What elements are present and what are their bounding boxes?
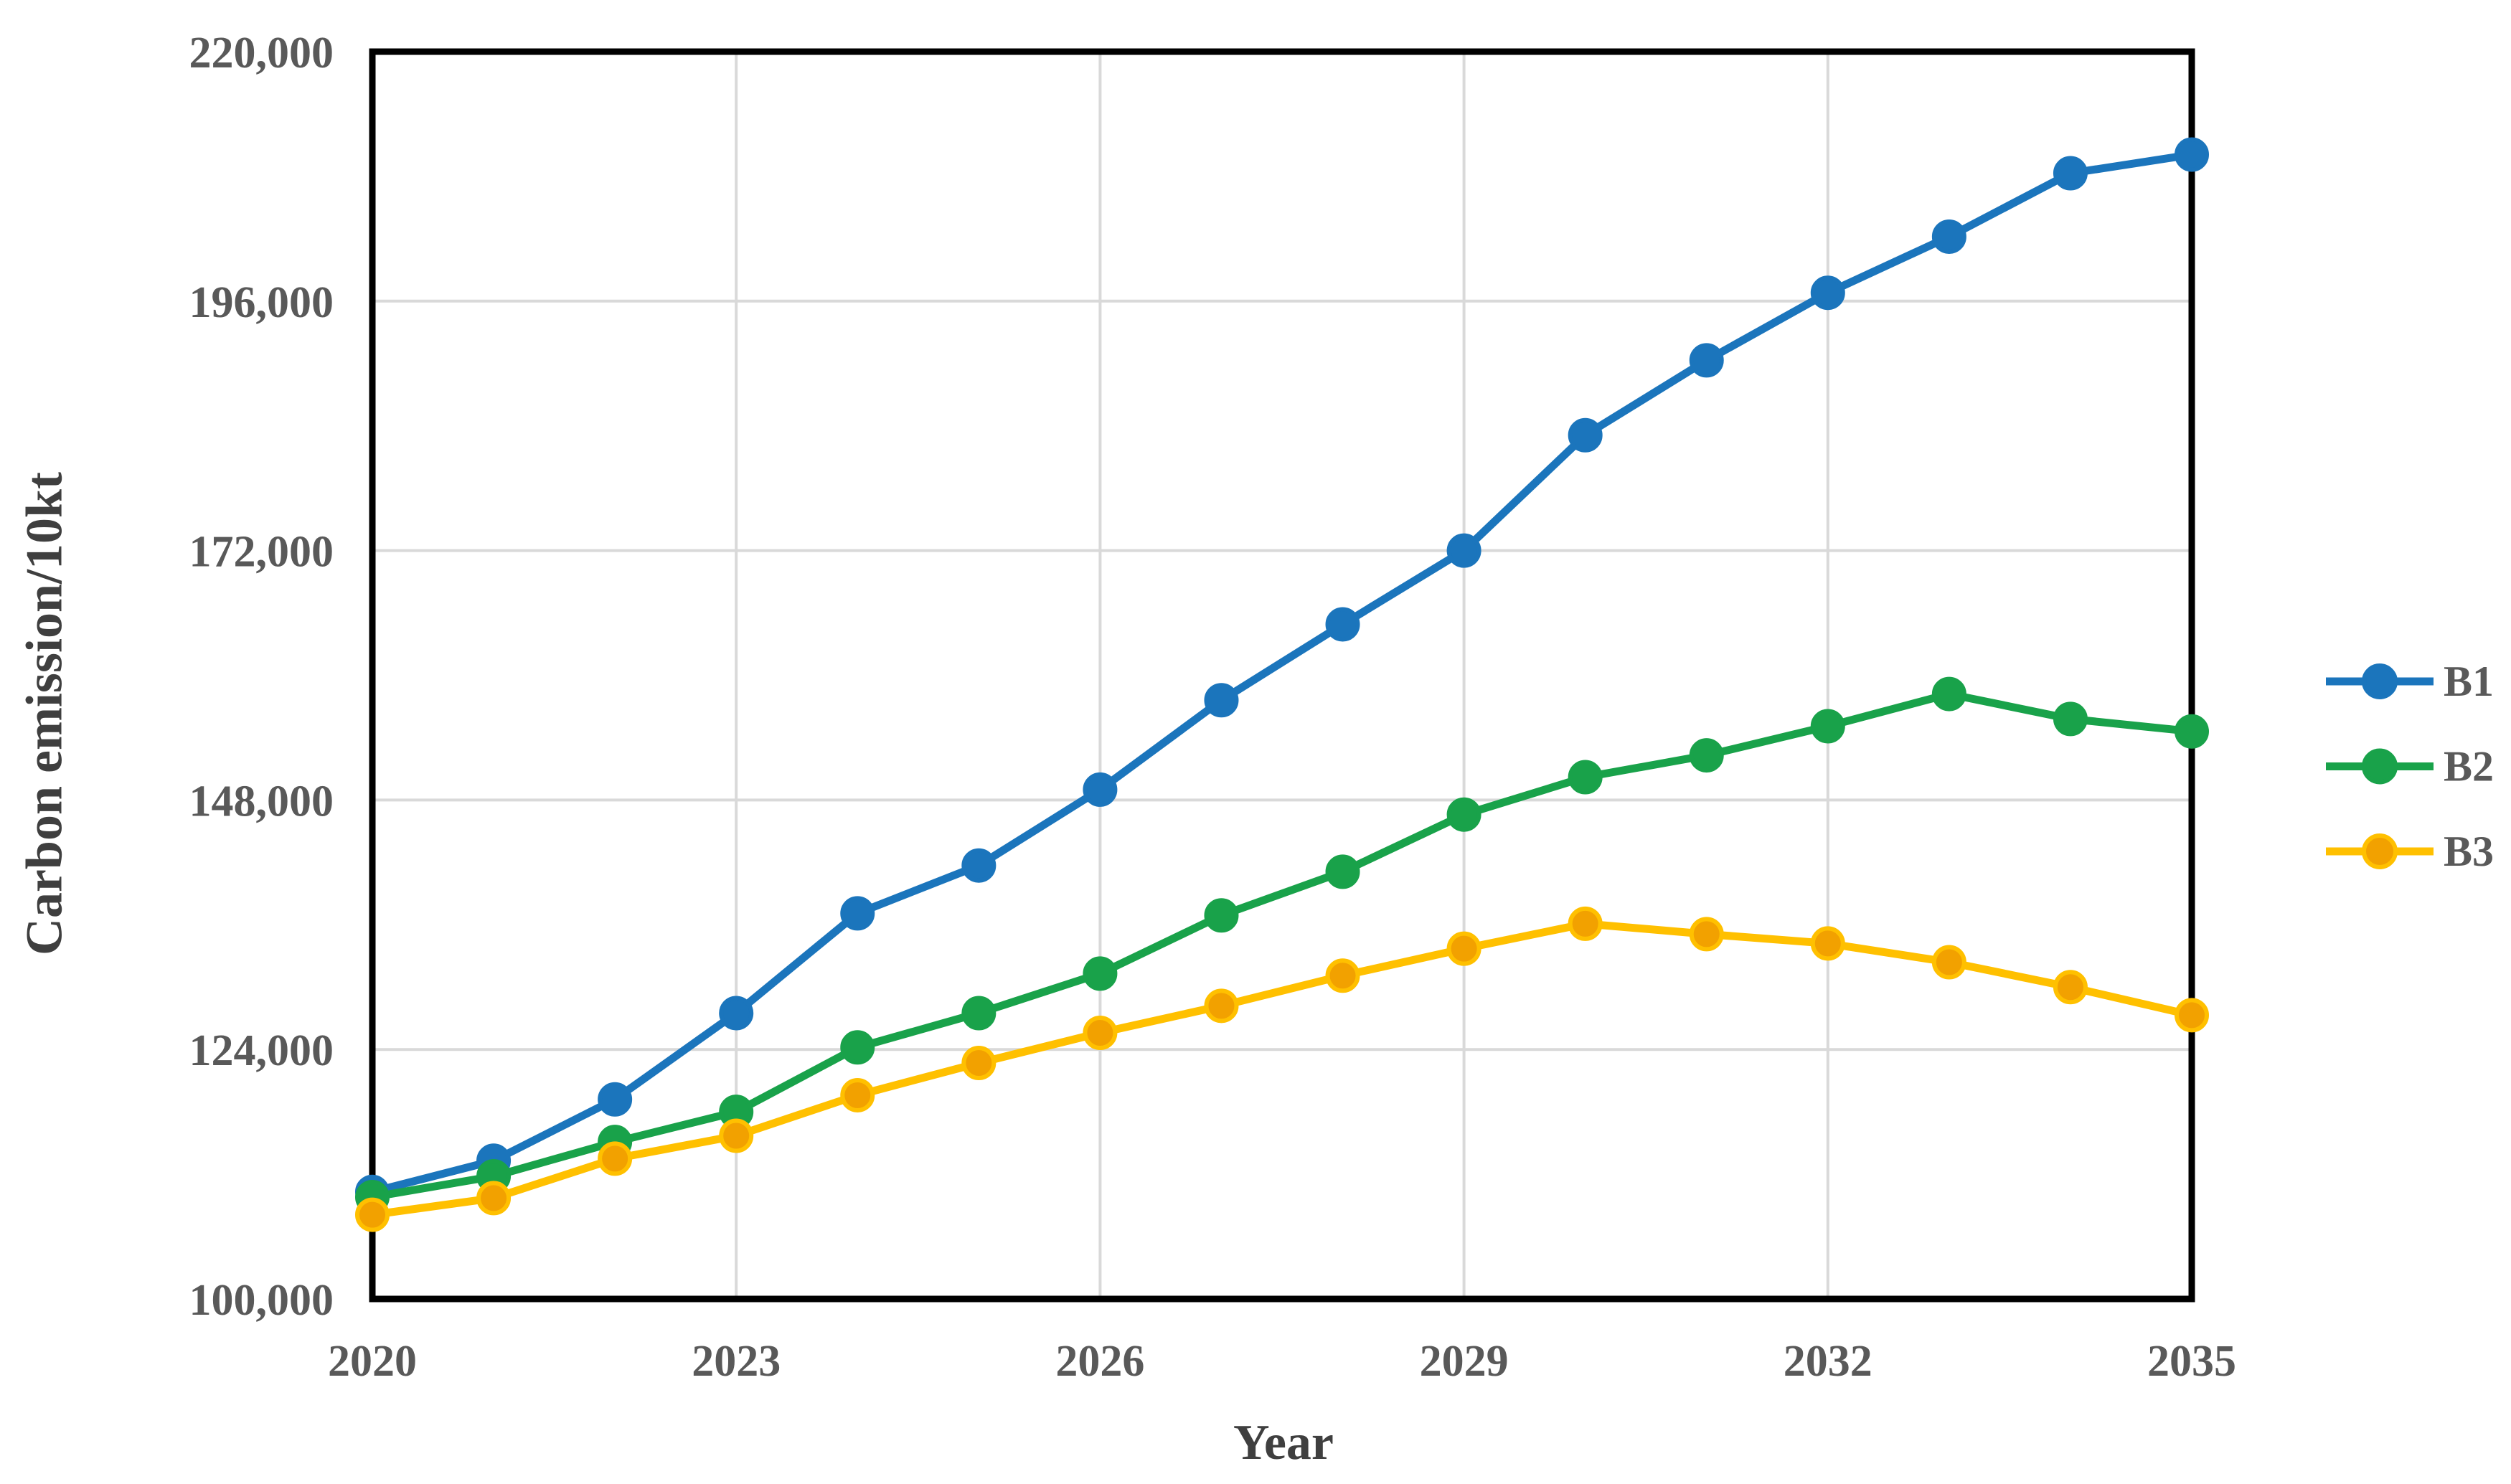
data-point-B1-2024 [840,896,875,931]
data-point-B3-2023 [719,1118,754,1153]
data-point-B3-2032 [1810,926,1845,961]
data-point-B1-2034 [2053,156,2088,191]
data-point-B3-2034 [2053,970,2088,1005]
x-tick-label: 2032 [1784,1337,1872,1386]
data-point-B3-2030 [1568,906,1603,941]
data-point-B1-2028 [1325,607,1360,642]
data-point-B3-2031 [1689,917,1724,952]
data-point-B1-2023 [719,996,754,1031]
data-point-B3-2035 [2175,998,2209,1033]
plot-border [369,48,2195,1303]
data-point-B1-2031 [1689,343,1724,378]
data-point-B1-2025 [961,848,997,883]
data-point-B1-2032 [1810,275,1845,311]
data-point-B2-2024 [840,1030,875,1065]
legend-marker-icon [2362,833,2398,869]
y-tick-label: 172,000 [189,528,334,577]
data-point-B1-2030 [1568,417,1603,453]
legend-label: B1 [2444,658,2494,705]
series-line-B2 [368,690,2196,1201]
data-point-B2-2033 [1931,676,1966,712]
data-point-B2-2028 [1325,854,1360,889]
data-point-B2-2031 [1689,738,1724,773]
data-point-B2-2032 [1810,709,1845,744]
data-point-B3-2022 [598,1141,633,1176]
legend-item-B1: B1 [2326,658,2494,705]
data-point-B3-2027 [1204,988,1239,1024]
data-point-B1-2029 [1446,533,1481,568]
data-point-B3-2025 [961,1046,997,1081]
y-tick-label: 100,000 [189,1276,334,1325]
data-point-B1-2022 [598,1082,633,1117]
data-point-B3-2028 [1325,958,1360,993]
legend-marker-icon [2362,663,2398,699]
data-point-B1-2033 [1931,219,1966,254]
x-tick-label: 2020 [328,1337,417,1386]
y-tick-label: 124,000 [189,1026,334,1075]
data-point-B1-2026 [1083,772,1118,807]
data-point-B2-2026 [1083,956,1118,991]
x-tick-label: 2035 [2147,1337,2236,1386]
y-tick-label: 220,000 [189,29,334,77]
data-point-B3-2020 [355,1197,390,1232]
data-point-B3-2021 [476,1181,512,1216]
data-point-B2-2029 [1446,797,1481,832]
data-point-B3-2024 [840,1077,875,1112]
data-point-B2-2027 [1204,898,1239,933]
data-point-B2-2030 [1568,760,1603,795]
data-point-B3-2033 [1931,945,1966,980]
legend-item-B3: B3 [2326,828,2494,875]
data-point-B1-2027 [1204,683,1239,718]
series-line-B3 [368,920,2196,1219]
data-point-B1-2035 [2175,137,2209,172]
data-point-B3-2026 [1083,1016,1118,1051]
y-tick-label: 196,000 [189,278,334,327]
y-tick-label: 148,000 [189,777,334,826]
legend-item-B2: B2 [2326,743,2494,790]
x-tick-label: 2029 [1420,1337,1509,1386]
legend-label: B2 [2444,743,2494,790]
legend-label: B3 [2444,828,2494,875]
y-axis-title: Carbon emission/10kt [15,471,73,956]
data-point-B2-2025 [961,996,997,1031]
x-tick-label: 2023 [692,1337,781,1386]
data-point-B2-2034 [2053,701,2088,737]
x-axis-title: Year [1233,1415,1334,1470]
x-tick-label: 2026 [1055,1337,1144,1386]
series-line-B1 [368,150,2196,1196]
data-point-B3-2029 [1446,931,1481,966]
legend-marker-icon [2362,748,2398,785]
data-point-B2-2035 [2175,714,2209,749]
